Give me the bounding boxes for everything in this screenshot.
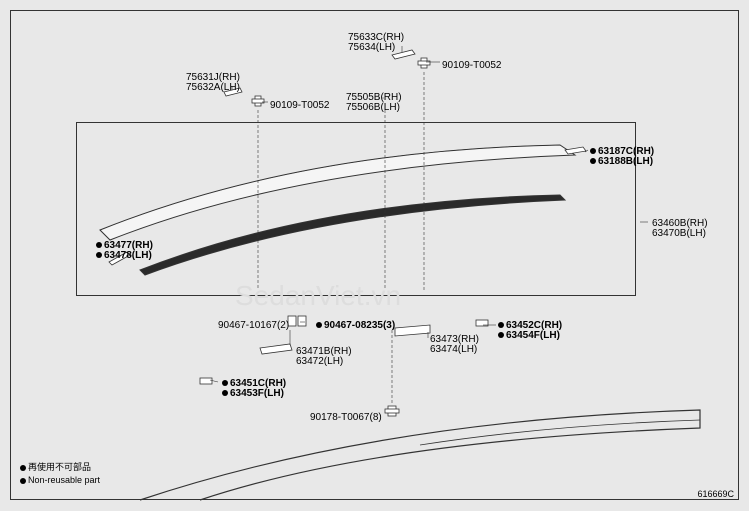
part-label-l14: 63478(LH) [96, 250, 152, 261]
part-label-l2: 75634(LH) [348, 42, 395, 53]
inner-frame [76, 122, 636, 296]
part-label-l16: 90467-08235(3) [316, 320, 395, 331]
footer-notes: 再使用不可部品 Non-reusable part [20, 460, 100, 487]
footer-jp: 再使用不可部品 [28, 462, 91, 472]
part-label-l22: 63454F(LH) [498, 330, 560, 341]
part-label-l20: 63474(LH) [430, 344, 477, 355]
part-label-l18: 63472(LH) [296, 356, 343, 367]
part-label-l10: 63188B(LH) [590, 156, 653, 167]
part-label-l24: 63453F(LH) [222, 388, 284, 399]
diagram-id: 616669C [697, 489, 734, 499]
part-label-l8: 75506B(LH) [346, 102, 400, 113]
part-label-l6: 90109-T0052 [270, 100, 330, 111]
part-label-l5: 75632A(LH) [186, 82, 240, 93]
part-label-l15: 90467-10167(2) [218, 320, 289, 331]
part-label-l25: 90178-T0067(8) [310, 412, 382, 423]
part-label-l3: 90109-T0052 [442, 60, 502, 71]
part-label-l12: 63470B(LH) [652, 228, 706, 239]
footer-en: Non-reusable part [28, 475, 100, 485]
